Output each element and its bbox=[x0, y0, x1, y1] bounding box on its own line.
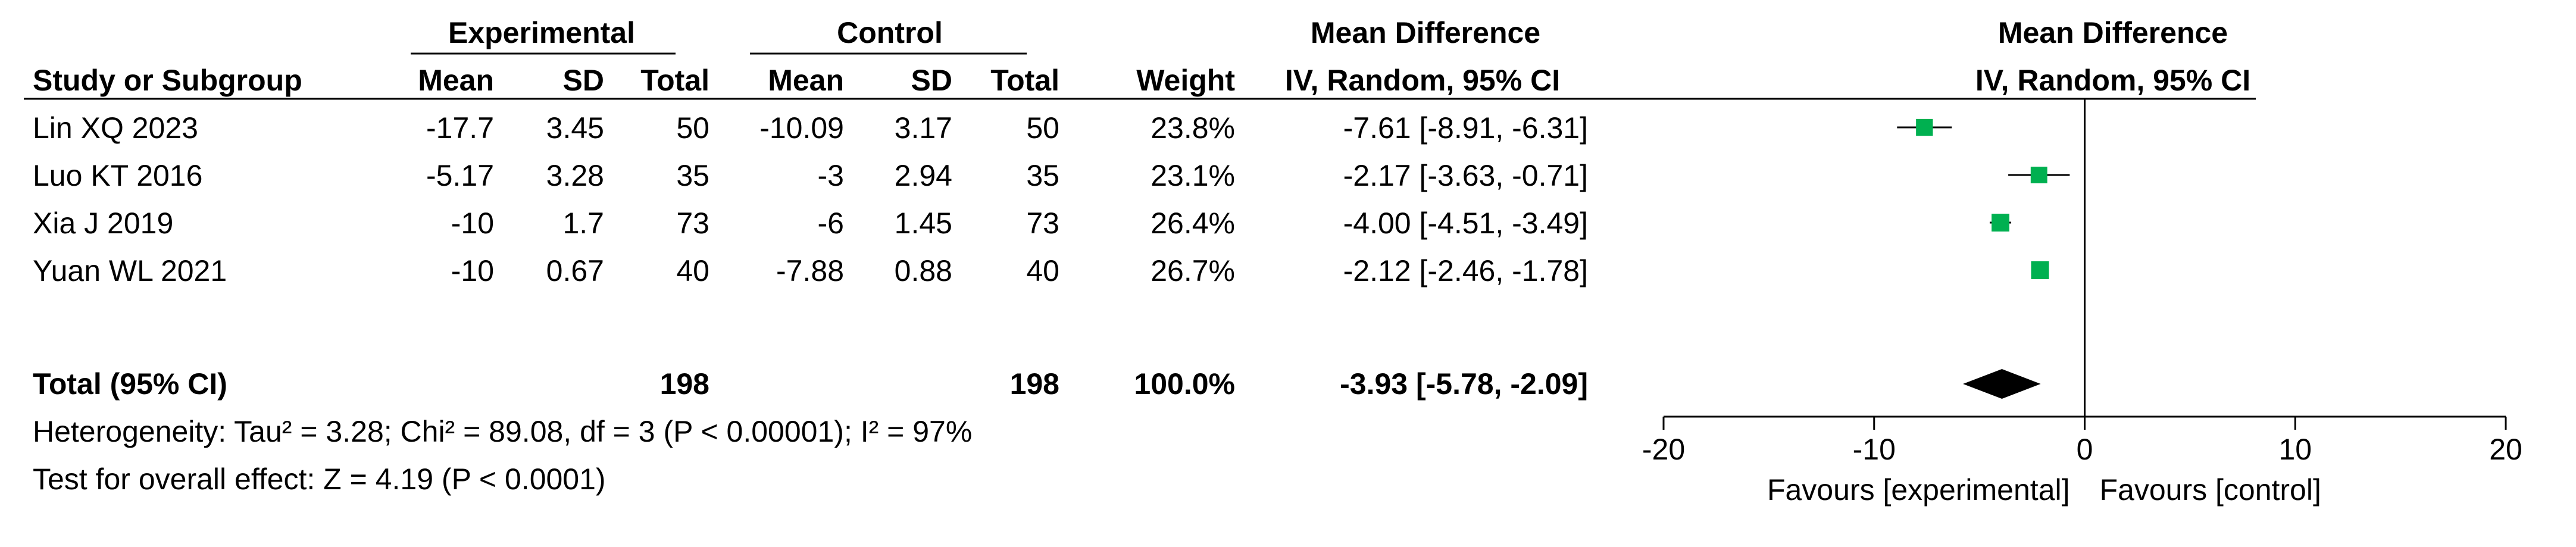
total-ctrl-total: 198 bbox=[1010, 367, 1059, 401]
x-tick-label: 10 bbox=[2278, 433, 2312, 466]
ci-text: -7.61 [-8.91, -6.31] bbox=[1343, 111, 1588, 145]
ctrl-total: 50 bbox=[1026, 111, 1059, 145]
x-tick-label: -10 bbox=[1853, 433, 1896, 466]
total-weight: 100.0% bbox=[1134, 367, 1235, 401]
exp-mean: -17.7 bbox=[426, 111, 494, 145]
study-name: Yuan WL 2021 bbox=[33, 254, 227, 287]
header-effect-title: Mean Difference bbox=[1311, 16, 1540, 49]
ctrl-total: 35 bbox=[1026, 159, 1059, 192]
total-ci-text: -3.93 [-5.78, -2.09] bbox=[1340, 367, 1588, 401]
weight: 26.7% bbox=[1151, 254, 1235, 287]
study-row: Lin XQ 2023 -17.7 3.45 50 -10.09 3.17 50 23.8% -… bbox=[33, 111, 1588, 145]
exp-total: 40 bbox=[676, 254, 709, 287]
study-row: Xia J 2019 -10 1.7 73 -6 1.45 73 26.4% -4.00 [-4… bbox=[33, 207, 1588, 240]
total-row: Total (95% CI) 198 198 100.0% -3.93 [-5.… bbox=[33, 367, 1588, 401]
study-row: Yuan WL 2021 -10 0.67 40 -7.88 0.88 40 26.7% -2.… bbox=[33, 254, 1588, 287]
ctrl-sd: 0.88 bbox=[895, 254, 952, 287]
ci-text: -2.17 [-3.63, -0.71] bbox=[1343, 159, 1588, 192]
header-exp-sd: SD bbox=[563, 64, 604, 97]
study-point-square bbox=[1916, 118, 1933, 136]
ctrl-mean: -10.09 bbox=[759, 111, 844, 145]
ctrl-sd: 3.17 bbox=[895, 111, 952, 145]
ci-text: -2.12 [-2.46, -1.78] bbox=[1343, 254, 1588, 287]
exp-sd: 3.28 bbox=[546, 159, 604, 192]
weight: 26.4% bbox=[1151, 207, 1235, 240]
exp-sd: 0.67 bbox=[546, 254, 604, 287]
header-ctrl-total: Total bbox=[990, 64, 1059, 97]
header-study: Study or Subgroup bbox=[33, 64, 302, 97]
header-ctrl-sd: SD bbox=[911, 64, 952, 97]
heterogeneity-text: Heterogeneity: Tau² = 3.28; Chi² = 89.08… bbox=[33, 415, 972, 448]
x-tick-label: -20 bbox=[1642, 433, 1685, 466]
favours-experimental-label: Favours [experimental] bbox=[1767, 473, 2070, 507]
header-exp-mean: Mean bbox=[418, 64, 494, 97]
exp-total: 35 bbox=[676, 159, 709, 192]
overall-effect-text: Test for overall effect: Z = 4.19 (P < 0… bbox=[33, 462, 606, 496]
ctrl-mean: -7.88 bbox=[776, 254, 844, 287]
ctrl-mean: -6 bbox=[818, 207, 844, 240]
ci-text: -4.00 [-4.51, -3.49] bbox=[1343, 207, 1588, 240]
ctrl-mean: -3 bbox=[818, 159, 844, 192]
ctrl-total: 73 bbox=[1026, 207, 1059, 240]
exp-sd: 3.45 bbox=[546, 111, 604, 145]
favours-control-label: Favours [control] bbox=[2100, 473, 2321, 507]
study-name: Luo KT 2016 bbox=[33, 159, 202, 192]
header-plot-title: Mean Difference bbox=[1998, 16, 2228, 49]
study-row: Luo KT 2016 -5.17 3.28 35 -3 2.94 35 23.1% -2.17… bbox=[33, 159, 1588, 192]
exp-mean: -5.17 bbox=[426, 159, 494, 192]
study-point-square bbox=[1992, 214, 2009, 232]
exp-mean: -10 bbox=[451, 207, 494, 240]
exp-mean: -10 bbox=[451, 254, 494, 287]
x-tick-label: 20 bbox=[2489, 433, 2522, 466]
exp-sd: 1.7 bbox=[562, 207, 604, 240]
study-rows: Lin XQ 2023 -17.7 3.45 50 -10.09 3.17 50 23.8% -… bbox=[33, 111, 1588, 287]
header-effect-method: IV, Random, 95% CI bbox=[1285, 64, 1560, 97]
header-plot-method: IV, Random, 95% CI bbox=[1975, 64, 2250, 97]
header-weight: Weight bbox=[1136, 64, 1235, 97]
total-exp-total: 198 bbox=[660, 367, 709, 401]
exp-total: 50 bbox=[676, 111, 709, 145]
plot-area: -20 -10 0 10 20 Favours [experimental] Favours… bbox=[1642, 99, 2522, 507]
study-point-square bbox=[2030, 167, 2047, 183]
ctrl-total: 40 bbox=[1026, 254, 1059, 287]
header-experimental: Experimental bbox=[448, 16, 635, 49]
study-point-square bbox=[2031, 261, 2049, 280]
ctrl-sd: 1.45 bbox=[895, 207, 952, 240]
weight: 23.1% bbox=[1151, 159, 1235, 192]
study-name: Lin XQ 2023 bbox=[33, 111, 198, 145]
exp-total: 73 bbox=[676, 207, 709, 240]
study-name: Xia J 2019 bbox=[33, 207, 173, 240]
x-tick-label: 0 bbox=[2077, 433, 2093, 466]
header-ctrl-mean: Mean bbox=[768, 64, 844, 97]
ctrl-sd: 2.94 bbox=[895, 159, 952, 192]
header-control: Control bbox=[837, 16, 943, 49]
weight: 23.8% bbox=[1151, 111, 1235, 145]
header-exp-total: Total bbox=[640, 64, 709, 97]
total-label: Total (95% CI) bbox=[33, 367, 227, 401]
pooled-diamond bbox=[1963, 369, 2041, 399]
